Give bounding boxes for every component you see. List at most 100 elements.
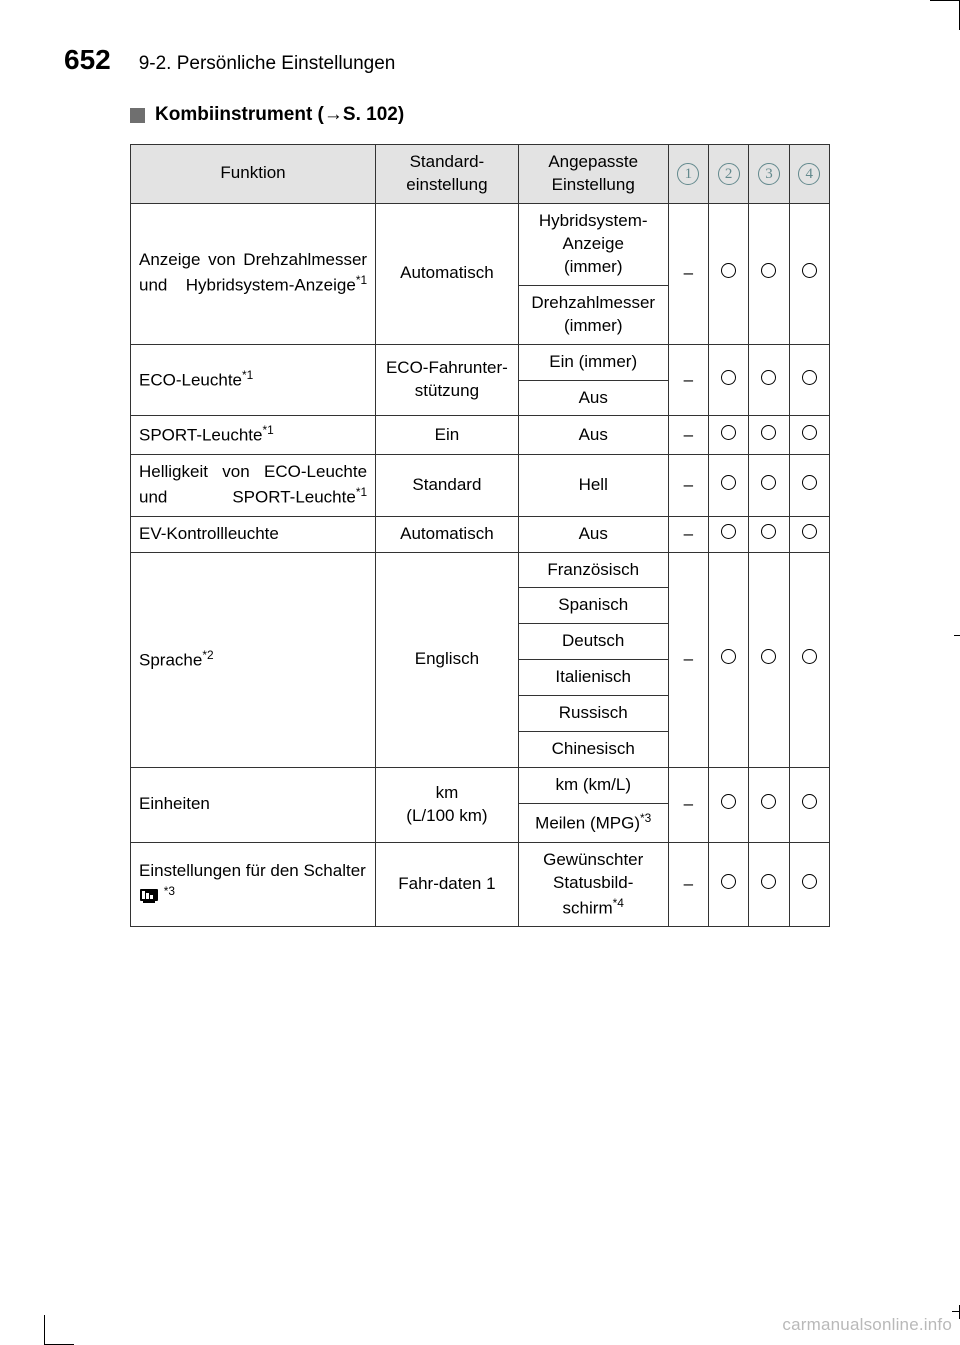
cell-flag-4 bbox=[789, 842, 829, 926]
th-flag-4: 4 bbox=[789, 145, 829, 204]
cell-flag-4 bbox=[789, 416, 829, 455]
circle-mark-icon bbox=[721, 263, 736, 278]
circle-mark-icon bbox=[802, 794, 817, 809]
cell-flag-2 bbox=[708, 552, 748, 768]
cell-custom: Aus bbox=[518, 380, 668, 416]
circle-mark-icon bbox=[721, 874, 736, 889]
cell-flag-2 bbox=[708, 842, 748, 926]
cell-default: Ein bbox=[376, 416, 519, 455]
cell-custom: Meilen (MPG)*3 bbox=[518, 804, 668, 843]
circle-mark-icon bbox=[802, 874, 817, 889]
cell-flag-4 bbox=[789, 768, 829, 843]
table-row: Helligkeit von ECO-Leuchte und SPORT-Leu… bbox=[131, 455, 830, 517]
table-row: ECO-Leuchte*1ECO-Fahrunter-stützungEin (… bbox=[131, 344, 830, 380]
cell-flag-3 bbox=[749, 203, 789, 344]
cell-flag-1: – bbox=[668, 516, 708, 552]
cell-flag-3 bbox=[749, 516, 789, 552]
watermark: carmanualsonline.info bbox=[782, 1315, 952, 1335]
cell-flag-1: – bbox=[668, 768, 708, 843]
cell-flag-3 bbox=[749, 552, 789, 768]
circle-mark-icon bbox=[721, 425, 736, 440]
cell-function: SPORT-Leuchte*1 bbox=[131, 416, 376, 455]
cell-function: Helligkeit von ECO-Leuchte und SPORT-Leu… bbox=[131, 455, 376, 517]
cell-function: Anzeige von Drehzahlmesser und Hybridsys… bbox=[131, 203, 376, 344]
cell-custom: Drehzahlmesser(immer) bbox=[518, 285, 668, 344]
circle-mark-icon bbox=[761, 370, 776, 385]
cell-custom: Spanisch bbox=[518, 588, 668, 624]
cell-flag-3 bbox=[749, 768, 789, 843]
section-title: 9-2. Persönliche Einstellungen bbox=[139, 53, 396, 75]
cell-flag-1: – bbox=[668, 842, 708, 926]
cell-function: EV-Kontrollleuchte bbox=[131, 516, 376, 552]
cell-flag-2 bbox=[708, 455, 748, 517]
circle-mark-icon bbox=[721, 794, 736, 809]
cell-function: Einstellungen für den Schalter *3 bbox=[131, 842, 376, 926]
cell-flag-3 bbox=[749, 455, 789, 517]
circle-mark-icon bbox=[802, 475, 817, 490]
th-custom: AngepassteEinstellung bbox=[518, 145, 668, 204]
cell-flag-1: – bbox=[668, 344, 708, 416]
cell-default: Fahr-daten 1 bbox=[376, 842, 519, 926]
settings-table: Funktion Standard-einstellung Angepasste… bbox=[130, 144, 830, 927]
table-body: Anzeige von Drehzahlmesser und Hybridsys… bbox=[131, 203, 830, 926]
circle-mark-icon bbox=[761, 475, 776, 490]
circle-mark-icon bbox=[721, 475, 736, 490]
circle-mark-icon bbox=[802, 263, 817, 278]
cell-default: ECO-Fahrunter-stützung bbox=[376, 344, 519, 416]
cell-custom: Aus bbox=[518, 416, 668, 455]
page: 652 9-2. Persönliche Einstellungen Kombi… bbox=[0, 0, 960, 1345]
cell-default: Automatisch bbox=[376, 203, 519, 344]
cell-custom: GewünschterStatusbild-schirm*4 bbox=[518, 842, 668, 926]
th-function: Funktion bbox=[131, 145, 376, 204]
cell-custom: km (km/L) bbox=[518, 768, 668, 804]
circle-mark-icon bbox=[802, 370, 817, 385]
crop-mark bbox=[954, 635, 960, 636]
subheading: Kombiinstrument (→S. 102) bbox=[130, 104, 830, 126]
cell-custom: Russisch bbox=[518, 696, 668, 732]
display-switch-icon bbox=[139, 888, 159, 904]
cell-flag-3 bbox=[749, 842, 789, 926]
circle-mark-icon bbox=[721, 370, 736, 385]
crop-mark bbox=[44, 1315, 74, 1345]
cell-flag-4 bbox=[789, 455, 829, 517]
table-header: Funktion Standard-einstellung Angepasste… bbox=[131, 145, 830, 204]
table-row: Anzeige von Drehzahlmesser und Hybridsys… bbox=[131, 203, 830, 285]
cell-custom: Hell bbox=[518, 455, 668, 517]
cell-flag-4 bbox=[789, 516, 829, 552]
cell-custom: Französisch bbox=[518, 552, 668, 588]
cell-flag-1: – bbox=[668, 552, 708, 768]
cell-custom: Chinesisch bbox=[518, 732, 668, 768]
cell-flag-2 bbox=[708, 344, 748, 416]
circle-mark-icon bbox=[761, 649, 776, 664]
subheading-text: Kombiinstrument (→S. 102) bbox=[155, 104, 404, 126]
circle-mark-icon bbox=[802, 524, 817, 539]
cell-flag-4 bbox=[789, 344, 829, 416]
circle-mark-icon bbox=[802, 425, 817, 440]
cell-flag-4 bbox=[789, 203, 829, 344]
cell-flag-2 bbox=[708, 768, 748, 843]
cell-function: Einheiten bbox=[131, 768, 376, 843]
circle-mark-icon bbox=[761, 524, 776, 539]
table-row: Einstellungen für den Schalter *3Fahr-da… bbox=[131, 842, 830, 926]
table-row: SPORT-Leuchte*1EinAus– bbox=[131, 416, 830, 455]
content-area: Kombiinstrument (→S. 102) Funktion Stand… bbox=[0, 104, 960, 927]
page-number: 652 bbox=[64, 44, 111, 76]
table-row: Sprache*2EnglischFranzösisch– bbox=[131, 552, 830, 588]
cell-flag-2 bbox=[708, 416, 748, 455]
table-row: Einheitenkm(L/100 km)km (km/L)– bbox=[131, 768, 830, 804]
cell-default: Standard bbox=[376, 455, 519, 517]
table-row: EV-KontrollleuchteAutomatischAus– bbox=[131, 516, 830, 552]
circle-mark-icon bbox=[802, 649, 817, 664]
cell-default: Englisch bbox=[376, 552, 519, 768]
circle-mark-icon bbox=[721, 524, 736, 539]
circle-mark-icon bbox=[721, 649, 736, 664]
cell-function: Sprache*2 bbox=[131, 552, 376, 768]
cell-flag-1: – bbox=[668, 416, 708, 455]
th-flag-3: 3 bbox=[749, 145, 789, 204]
circle-mark-icon bbox=[761, 425, 776, 440]
crop-mark bbox=[930, 0, 960, 30]
cell-custom: Italienisch bbox=[518, 660, 668, 696]
cell-custom: Aus bbox=[518, 516, 668, 552]
circle-mark-icon bbox=[761, 874, 776, 889]
cell-flag-3 bbox=[749, 416, 789, 455]
